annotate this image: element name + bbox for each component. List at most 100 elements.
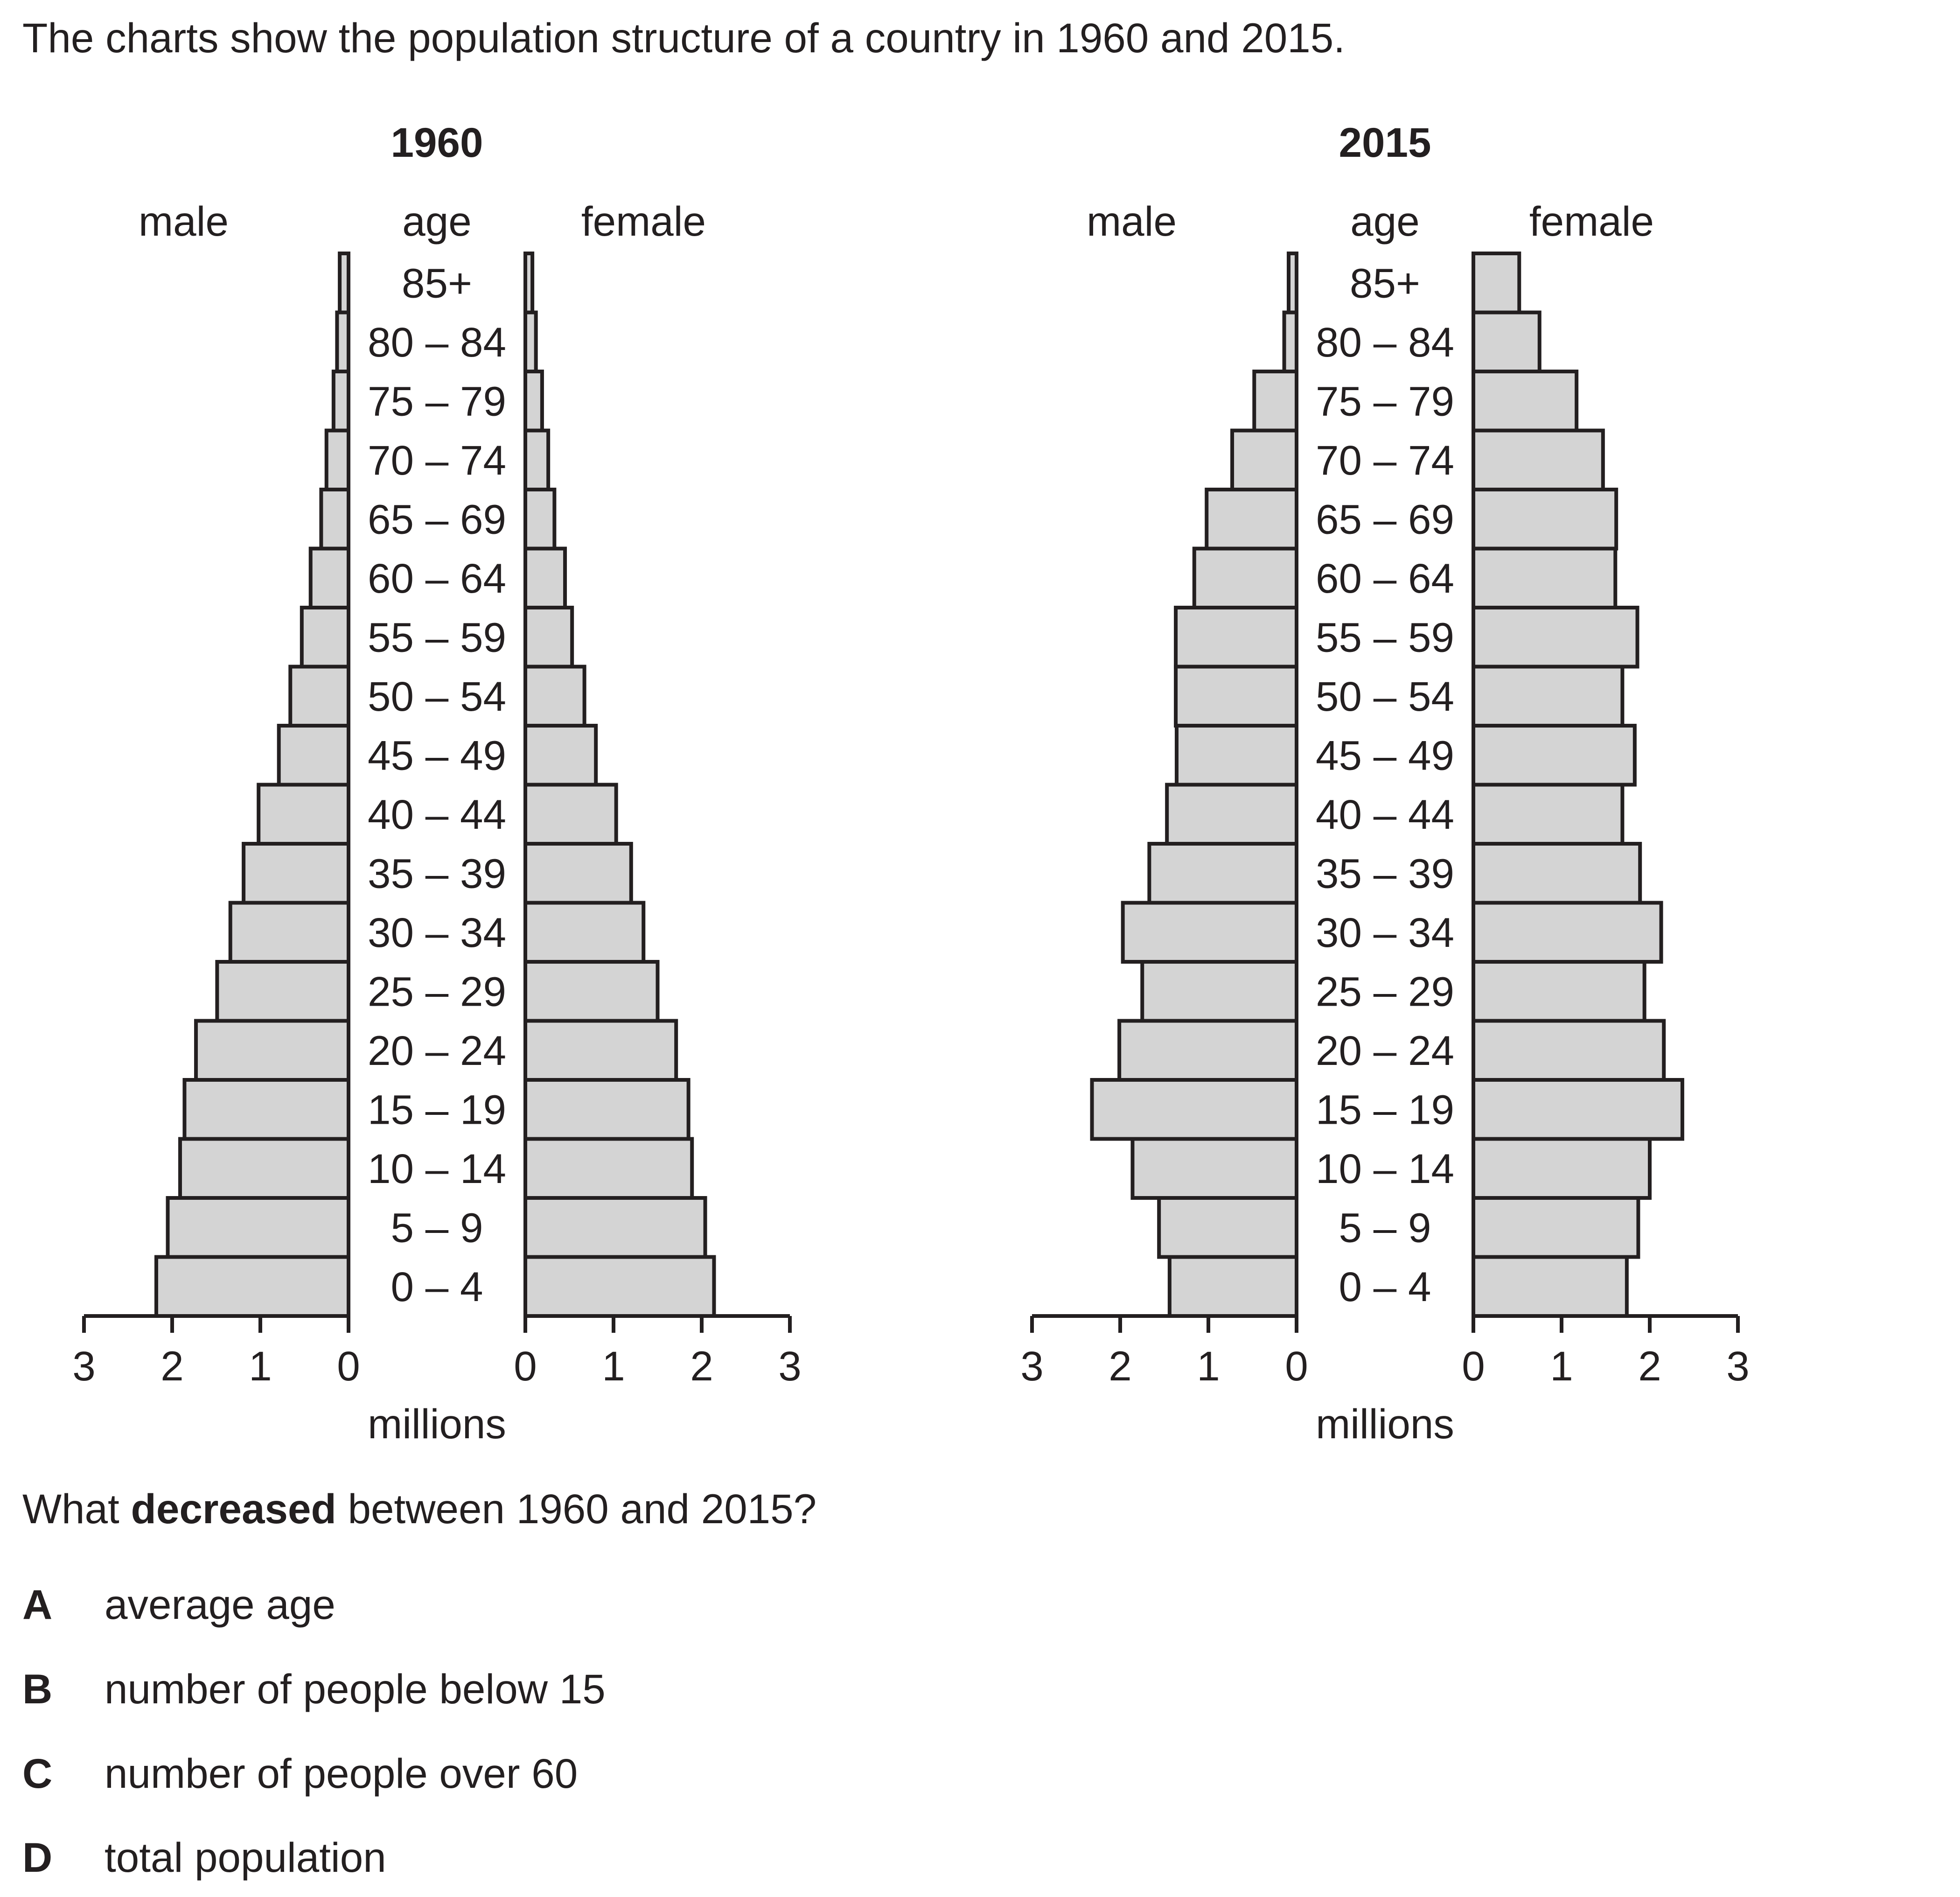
female-bar [1472,252,1521,315]
option-text: total population [105,1834,386,1881]
female-bar [523,842,633,905]
age-group-label: 5 – 9 [1339,1204,1431,1251]
age-group-label: 70 – 74 [368,437,506,483]
male-bar [257,783,350,846]
male-bar [1165,783,1298,846]
male-tick-label: 3 [1020,1343,1044,1389]
age-group-label: 35 – 39 [368,850,506,896]
female-bar [523,1019,678,1082]
male-bar [331,370,350,433]
female-tick-label: 3 [1726,1343,1750,1389]
female-bar [523,665,586,728]
age-label: age [1350,198,1420,245]
female-tick-label: 2 [690,1343,713,1389]
male-bar [1174,606,1299,669]
x-axis-label: millions [1316,1400,1454,1447]
female-bar [1472,428,1605,491]
female-tick-label: 2 [1638,1343,1661,1389]
male-bar [242,842,351,905]
female-bar [1472,1078,1684,1141]
female-bar [523,724,598,787]
male-label: male [1087,198,1177,245]
male-bar [182,1078,350,1141]
male-bar [1140,960,1298,1023]
population-pyramids: 1960 male age female 85+ 80 – 84 75 – 79 70 – 7… [72,119,1750,1447]
question-suffix: between 1960 and 2015? [336,1485,817,1532]
age-group-label: 20 – 24 [1316,1027,1454,1074]
female-bar [1472,606,1639,669]
age-group-label: 50 – 54 [1316,673,1454,720]
option-text: number of people below 15 [105,1666,606,1712]
male-bar [277,724,350,787]
male-bar [319,488,350,551]
male-tick-label: 0 [1285,1343,1308,1389]
age-group-label: 10 – 14 [1316,1145,1454,1192]
age-group-label: 65 – 69 [1316,496,1454,542]
age-group-label: 60 – 64 [1316,555,1454,602]
option-text: average age [105,1581,335,1628]
female-tick-label: 3 [778,1343,802,1389]
female-bar [523,428,551,491]
male-bar [1205,488,1298,551]
female-bar [1472,960,1646,1023]
age-group-label: 55 – 59 [1316,614,1454,660]
male-bar [308,546,350,609]
intro-text: The charts show the population structure… [22,14,1345,61]
male-bar [215,960,350,1023]
question-text: What decreased between 1960 and 2015? [22,1484,816,1534]
male-bar [324,428,350,491]
male-bar [1192,546,1299,609]
age-group-label: 20 – 24 [368,1027,506,1074]
female-bar [1472,370,1579,433]
question-emphasis: decreased [131,1485,336,1532]
female-bar [1472,488,1618,551]
female-label: female [581,198,706,245]
male-bar [1230,428,1299,491]
male-bar [300,606,351,669]
male-bar [1121,901,1298,964]
age-group-label: 55 – 59 [368,614,506,660]
male-tick-label: 2 [160,1343,184,1389]
age-group-label: 70 – 74 [1316,437,1454,483]
male-tick-label: 3 [72,1343,96,1389]
male-bar [166,1196,350,1259]
pyramid-2015: 2015 male age female 85+ 80 – 84 75 – 79 70 – 7… [1020,119,1750,1447]
male-tick-label: 0 [337,1343,360,1389]
female-bar [1472,1255,1629,1318]
female-bar [523,546,567,609]
female-bar [1472,842,1642,905]
age-group-label: 75 – 79 [1316,378,1454,424]
option-letter: D [22,1834,53,1881]
age-group-label: 45 – 49 [368,732,506,778]
age-group-label: 25 – 29 [1316,968,1454,1015]
female-bar [1472,1019,1666,1082]
female-bar [523,1255,716,1318]
age-group-label: 80 – 84 [1316,319,1454,365]
chart-title: 2015 [1339,119,1431,166]
female-bar [1472,546,1618,609]
female-bar [1472,1196,1640,1259]
question-prefix: What [22,1485,131,1532]
female-bar [523,783,618,846]
female-bar [523,960,660,1023]
male-tick-label: 1 [249,1343,272,1389]
male-tick-label: 1 [1197,1343,1220,1389]
male-bar [228,901,350,964]
male-bar [1130,1137,1298,1200]
male-bar [1090,1078,1299,1141]
age-group-label: 30 – 34 [368,909,506,956]
male-bar [1147,842,1299,905]
male-bar [194,1019,350,1082]
male-bar [1167,1255,1299,1318]
age-group-label: 60 – 64 [368,555,506,602]
male-bar [288,665,351,728]
male-bar [154,1255,350,1318]
age-group-label: 15 – 19 [368,1086,506,1133]
option-letter: A [22,1581,53,1628]
female-bar [523,901,646,964]
female-label: female [1529,198,1654,245]
male-bar [1117,1019,1299,1082]
age-group-label: 50 – 54 [368,673,506,720]
age-group-label: 30 – 34 [1316,909,1454,956]
age-group-label: 5 – 9 [391,1204,483,1251]
